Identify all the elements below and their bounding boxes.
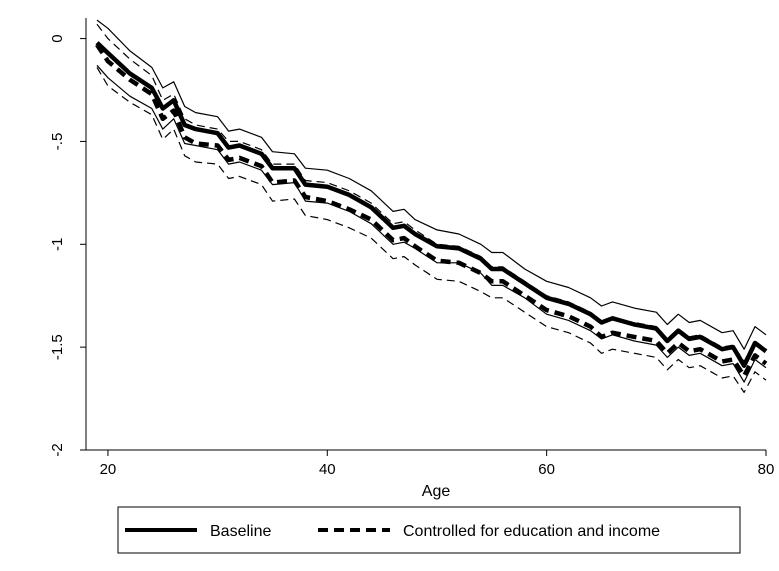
y-tick-label: -1 bbox=[49, 238, 66, 251]
y-axis-ticks: 0 -.5 -1 -1.5 -2 bbox=[49, 34, 86, 457]
plot-frame bbox=[85, 18, 766, 451]
legend: Baseline Controlled for education and in… bbox=[117, 506, 741, 554]
y-tick-label: -1.5 bbox=[49, 334, 66, 360]
series-line-1 bbox=[96, 19, 767, 350]
legend-label-baseline: Baseline bbox=[210, 523, 271, 540]
y-tick-label: -.5 bbox=[49, 133, 66, 151]
x-tick-label: 80 bbox=[758, 461, 775, 478]
x-tick-label: 40 bbox=[319, 461, 336, 478]
x-tick-label: 60 bbox=[538, 461, 555, 478]
y-tick-label: -2 bbox=[49, 443, 66, 456]
x-tick-label: 20 bbox=[100, 461, 117, 478]
series-line-5 bbox=[96, 67, 767, 393]
y-tick-label: 0 bbox=[49, 34, 66, 42]
series-layer bbox=[95, 19, 768, 393]
series-line-0 bbox=[95, 41, 768, 368]
series-line-2 bbox=[96, 64, 767, 383]
x-axis-title: Age bbox=[422, 483, 451, 500]
legend-label-controlled: Controlled for education and income bbox=[403, 523, 660, 540]
x-axis-ticks: 20 40 60 80 bbox=[100, 450, 775, 478]
legend-box bbox=[117, 506, 741, 554]
